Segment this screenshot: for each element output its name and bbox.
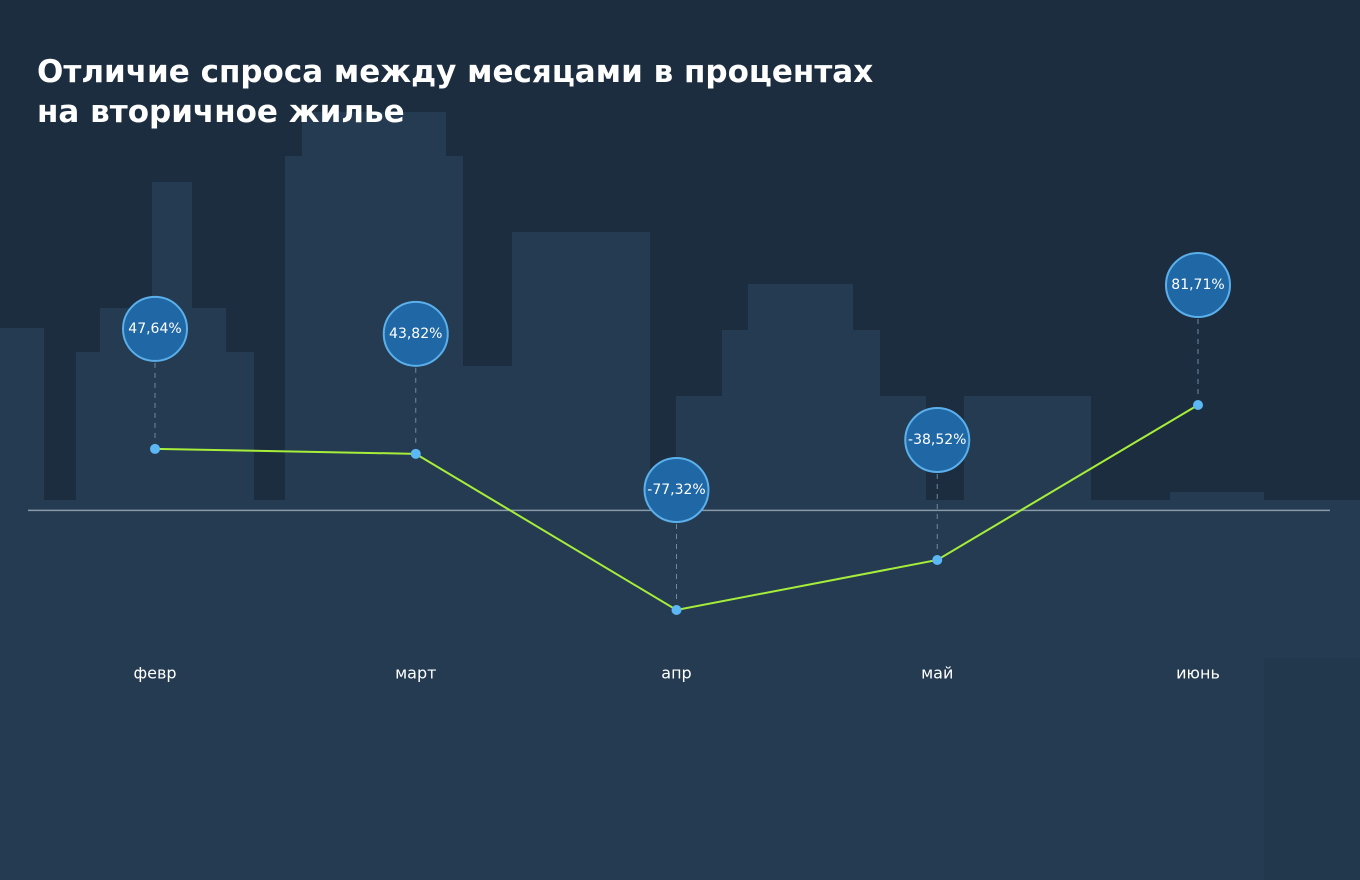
bubble [382, 300, 449, 367]
value-label: -38,52% [908, 432, 966, 448]
point [932, 554, 943, 565]
value-label: 43,82% [389, 326, 442, 342]
value-label: 47,64% [128, 321, 181, 337]
bubble [1165, 252, 1231, 318]
bubble [904, 406, 971, 473]
bubble [643, 457, 710, 523]
point [1193, 400, 1203, 410]
x-tick-label: март [395, 664, 436, 683]
point [410, 448, 421, 459]
x-tick-label: июнь [1176, 664, 1220, 683]
point [671, 605, 682, 615]
point [150, 443, 160, 454]
x-tick-label: февр [133, 664, 176, 683]
bubble [122, 295, 188, 362]
chart-title: Отличие спроса между месяцами в процента… [37, 54, 874, 130]
x-tick-label: май [921, 664, 953, 683]
value-label: -77,32% [647, 482, 705, 498]
value-label: 81,71% [1171, 277, 1224, 293]
x-tick-label: апр [661, 664, 691, 683]
